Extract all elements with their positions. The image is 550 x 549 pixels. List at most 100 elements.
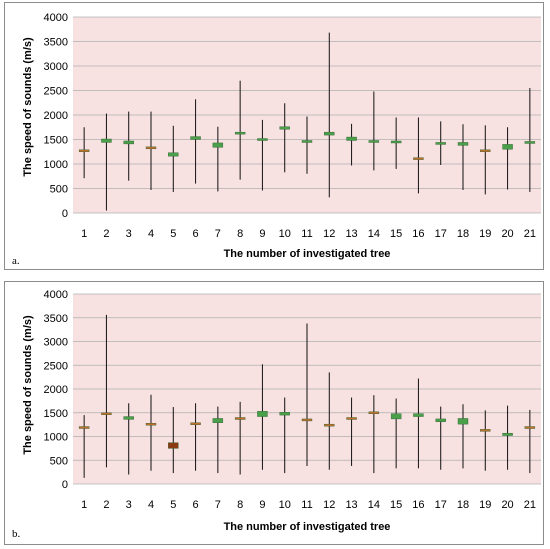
chart-b-y-tick-label: 1500	[44, 408, 68, 420]
chart-b-box	[168, 442, 179, 449]
chart-b-box	[457, 418, 469, 425]
chart-b-box	[390, 413, 402, 420]
chart-b-x-tick-label: 13	[345, 499, 357, 511]
chart-b-y-tick-label: 4000	[44, 289, 68, 301]
chart-a-x-tick-label: 5	[170, 228, 176, 240]
chart-b-box	[212, 418, 224, 423]
chart-a-box	[435, 142, 446, 145]
chart-a-y-tick-label: 1000	[44, 159, 68, 171]
chart-b-box	[234, 417, 246, 420]
chart-b-y-tick-label: 3500	[44, 313, 68, 325]
chart-b-x-tick-label: 8	[237, 499, 243, 511]
chart-a-y-tick-label: 3500	[44, 37, 68, 49]
chart-b-x-axis-title: The number of investigated tree	[224, 521, 391, 533]
chart-a-x-tick-label: 14	[368, 228, 380, 240]
chart-a-box	[457, 142, 469, 146]
chart-a-x-tick-label: 15	[390, 228, 402, 240]
chart-a-y-tick-label: 3000	[44, 61, 68, 73]
chart-a-x-tick-label: 16	[412, 228, 424, 240]
chart-a-x-tick-label: 7	[215, 228, 221, 240]
chart-a-box	[279, 126, 290, 130]
chart-b-box	[346, 417, 357, 420]
chart-a-box	[301, 140, 313, 143]
chart-a-box	[190, 136, 201, 140]
chart-b-x-tick-label: 15	[390, 499, 402, 511]
chart-panel-b: 0 500 1000 1500 2000 2500 3000 3500 4000 1 2 3 4 5 6 7 8…	[4, 281, 544, 545]
chart-b-x-tick-label: 12	[323, 499, 335, 511]
chart-a-box	[524, 141, 536, 144]
chart-a-x-tick-label: 13	[345, 228, 357, 240]
chart-a-x-tick-label: 3	[126, 228, 132, 240]
chart-a-x-tick-label: 10	[279, 228, 291, 240]
chart-b-box	[257, 411, 268, 417]
chart-b-box	[301, 418, 313, 422]
chart-a-box	[480, 149, 491, 152]
chart-a-box	[257, 138, 268, 141]
chart-b-y-tick-label: 2000	[44, 384, 68, 396]
chart-b-x-tick-label: 1	[81, 499, 87, 511]
chart-a-x-tick-label: 18	[457, 228, 469, 240]
chart-b-y-tick-label: 3000	[44, 337, 68, 349]
chart-a-y-tick-label: 2000	[44, 110, 68, 122]
chart-a-y-tick-label: 0	[62, 208, 68, 220]
chart-b-x-tick-label: 3	[126, 499, 132, 511]
chart-b-y-tick-label: 500	[50, 455, 68, 467]
chart-b-x-tick-label: 10	[279, 499, 291, 511]
chart-a-box	[145, 146, 157, 150]
chart-a-x-tick-label: 8	[237, 228, 243, 240]
chart-b-panel-label: b.	[12, 528, 21, 540]
chart-b-box	[78, 426, 90, 429]
chart-b-x-tick-label: 20	[501, 499, 513, 511]
chart-a-x-tick-label: 19	[479, 228, 491, 240]
chart-a-y-axis-title: The speed of sounds (m/s)	[22, 37, 34, 177]
chart-b-y-tick-label: 1000	[44, 432, 68, 444]
chart-a-x-tick-label: 6	[193, 228, 199, 240]
chart-a-x-tick-label: 9	[259, 228, 265, 240]
chart-a-x-tick-label: 11	[301, 228, 312, 240]
chart-a-box	[101, 138, 112, 143]
chart-a-box	[368, 140, 380, 143]
chart-a-y-tick-label: 4000	[44, 12, 68, 24]
chart-a-box	[502, 144, 513, 150]
chart-b-x-tick-label: 2	[103, 499, 109, 511]
chart-b-box	[435, 418, 446, 422]
chart-b-x-tick-label: 16	[412, 499, 424, 511]
chart-b-box	[123, 416, 134, 420]
chart-b-x-tick-label: 14	[368, 499, 380, 511]
chart-b-x-tick-label: 11	[301, 499, 312, 511]
chart-b-x-tick-label: 19	[479, 499, 491, 511]
chart-a-box	[78, 149, 90, 152]
chart-a-x-tick-label: 20	[501, 228, 513, 240]
chart-b-box	[145, 422, 157, 426]
chart-b-x-tick-label: 18	[457, 499, 469, 511]
chart-b-x-tick-label: 6	[193, 499, 199, 511]
chart-b-x-tick-label: 9	[259, 499, 265, 511]
chart-a-box	[324, 131, 335, 136]
chart-a-box	[168, 152, 179, 157]
chart-b-box	[190, 422, 201, 425]
chart-b-x-tick-label: 5	[170, 499, 176, 511]
chart-a-y-tick-label: 500	[50, 184, 68, 196]
chart-a-x-axis-title: The number of investigated tree	[224, 248, 391, 260]
chart-a-y-tick-label: 2500	[44, 86, 68, 98]
chart-b-box	[480, 429, 491, 432]
chart-b-box	[279, 412, 290, 416]
chart-a-x-tick-label: 4	[148, 228, 154, 240]
chart-b-x-tick-label: 21	[524, 499, 536, 511]
chart-b-y-axis-title: The speed of sounds (m/s)	[22, 315, 34, 455]
chart-a-box	[123, 140, 134, 145]
chart-a-x-tick-label: 17	[435, 228, 447, 240]
chart-a-box	[234, 131, 246, 135]
chart-a-x-tick-label: 1	[81, 228, 87, 240]
chart-b-box	[413, 413, 424, 417]
chart-a-box	[212, 142, 224, 148]
chart-a-box	[390, 140, 402, 144]
chart-a-panel-label: a.	[12, 255, 20, 267]
chart-b-box	[502, 432, 513, 436]
chart-b-box	[524, 426, 536, 429]
chart-a-x-tick-label: 2	[103, 228, 109, 240]
chart-a-box	[346, 136, 357, 141]
chart-a-x-tick-label: 12	[323, 228, 335, 240]
